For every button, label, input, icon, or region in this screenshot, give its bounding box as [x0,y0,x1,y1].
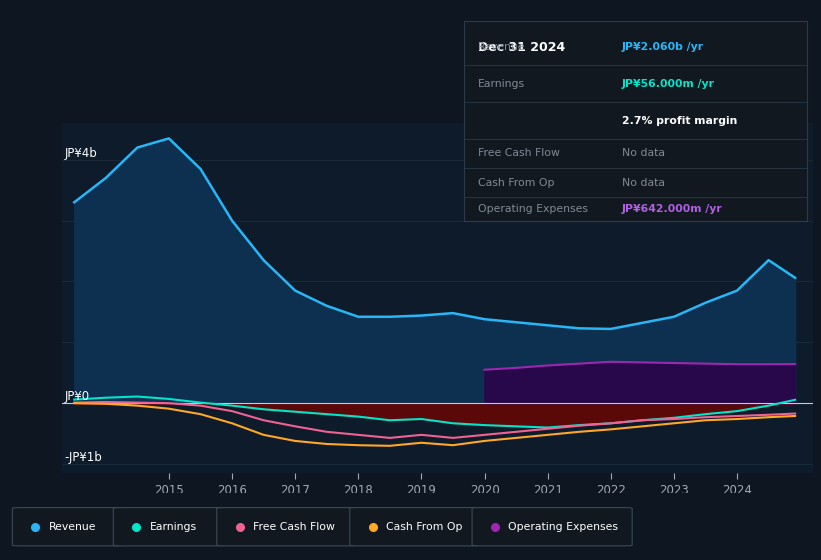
Text: Earnings: Earnings [149,522,196,532]
Text: Revenue: Revenue [478,42,525,52]
Text: Free Cash Flow: Free Cash Flow [253,522,335,532]
Text: Revenue: Revenue [48,522,96,532]
Text: JP¥4b: JP¥4b [65,147,98,160]
Text: Cash From Op: Cash From Op [478,178,554,188]
Text: JP¥2.060b /yr: JP¥2.060b /yr [621,42,704,52]
FancyBboxPatch shape [12,507,123,546]
FancyBboxPatch shape [113,507,224,546]
Text: Dec 31 2024: Dec 31 2024 [478,41,565,54]
Text: JP¥0: JP¥0 [65,390,89,403]
FancyBboxPatch shape [217,507,356,546]
Text: Operating Expenses: Operating Expenses [508,522,618,532]
Text: 2.7% profit margin: 2.7% profit margin [621,116,737,126]
Text: Free Cash Flow: Free Cash Flow [478,148,559,158]
Text: Cash From Op: Cash From Op [386,522,462,532]
Text: JP¥56.000m /yr: JP¥56.000m /yr [621,79,715,89]
Text: No data: No data [621,178,665,188]
Text: Operating Expenses: Operating Expenses [478,204,588,214]
Text: -JP¥1b: -JP¥1b [65,451,103,464]
FancyBboxPatch shape [472,507,632,546]
Text: Earnings: Earnings [478,79,525,89]
Text: JP¥642.000m /yr: JP¥642.000m /yr [621,204,722,214]
Text: No data: No data [621,148,665,158]
FancyBboxPatch shape [350,507,479,546]
